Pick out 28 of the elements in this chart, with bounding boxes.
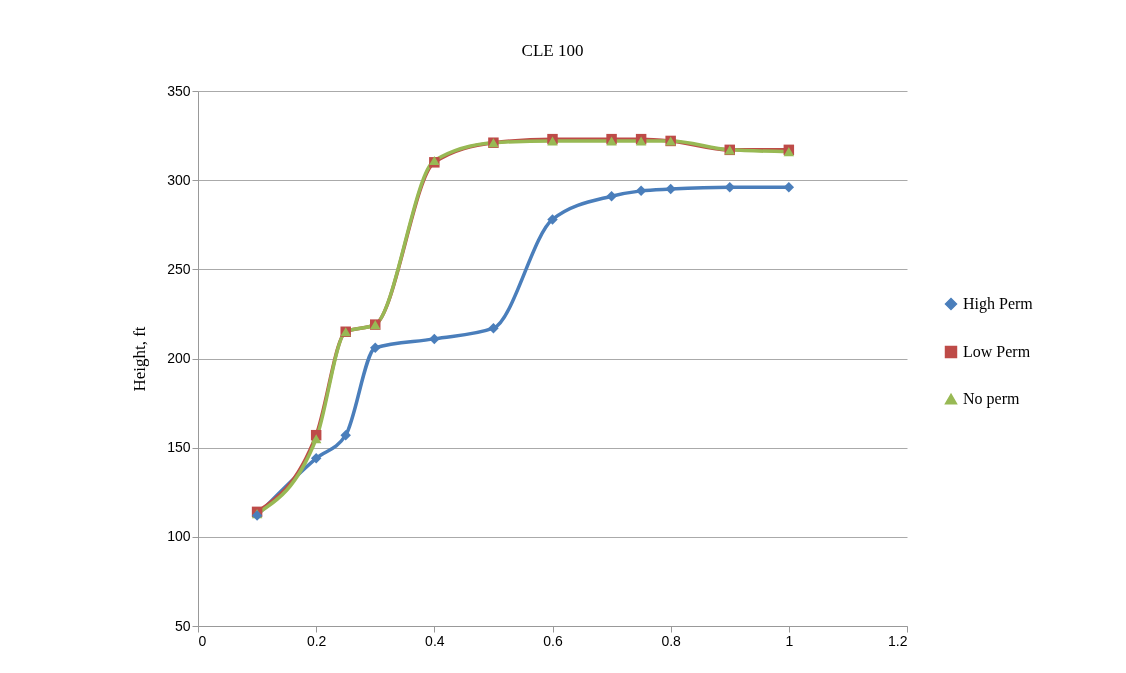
point	[429, 333, 440, 345]
point	[340, 429, 351, 441]
y-tick-label: 250	[167, 260, 191, 277]
y-tick-label: 350	[167, 82, 191, 99]
x-tick-label: 0.6	[543, 632, 563, 649]
point	[606, 190, 617, 202]
x-tick-label: 0	[198, 632, 207, 649]
y-tick-label: 100	[167, 528, 191, 545]
point	[665, 183, 676, 195]
y-tick-label: 50	[174, 617, 191, 634]
y-tick-label: 200	[167, 350, 191, 366]
y-tick-label: 300	[167, 171, 191, 188]
point	[310, 434, 322, 444]
x-tick-label: 0.2	[306, 632, 327, 649]
x-tick-label: 1.2	[888, 632, 908, 649]
point	[547, 214, 558, 225]
legend-label: No perm	[963, 390, 1020, 408]
point	[488, 322, 499, 334]
x-tick-label: 1	[785, 632, 794, 649]
x-tick-label: 0.4	[425, 632, 445, 649]
x-tick-label: 0.8	[661, 632, 682, 649]
legend-label: Low Perm	[963, 343, 1031, 360]
y-axis-title: Height, ft	[130, 326, 150, 392]
chart-title: CLE 100	[521, 41, 584, 60]
y-tick-label: 150	[167, 439, 191, 456]
point	[370, 342, 381, 354]
point	[310, 453, 322, 464]
legend-label: High Perm	[963, 295, 1034, 313]
